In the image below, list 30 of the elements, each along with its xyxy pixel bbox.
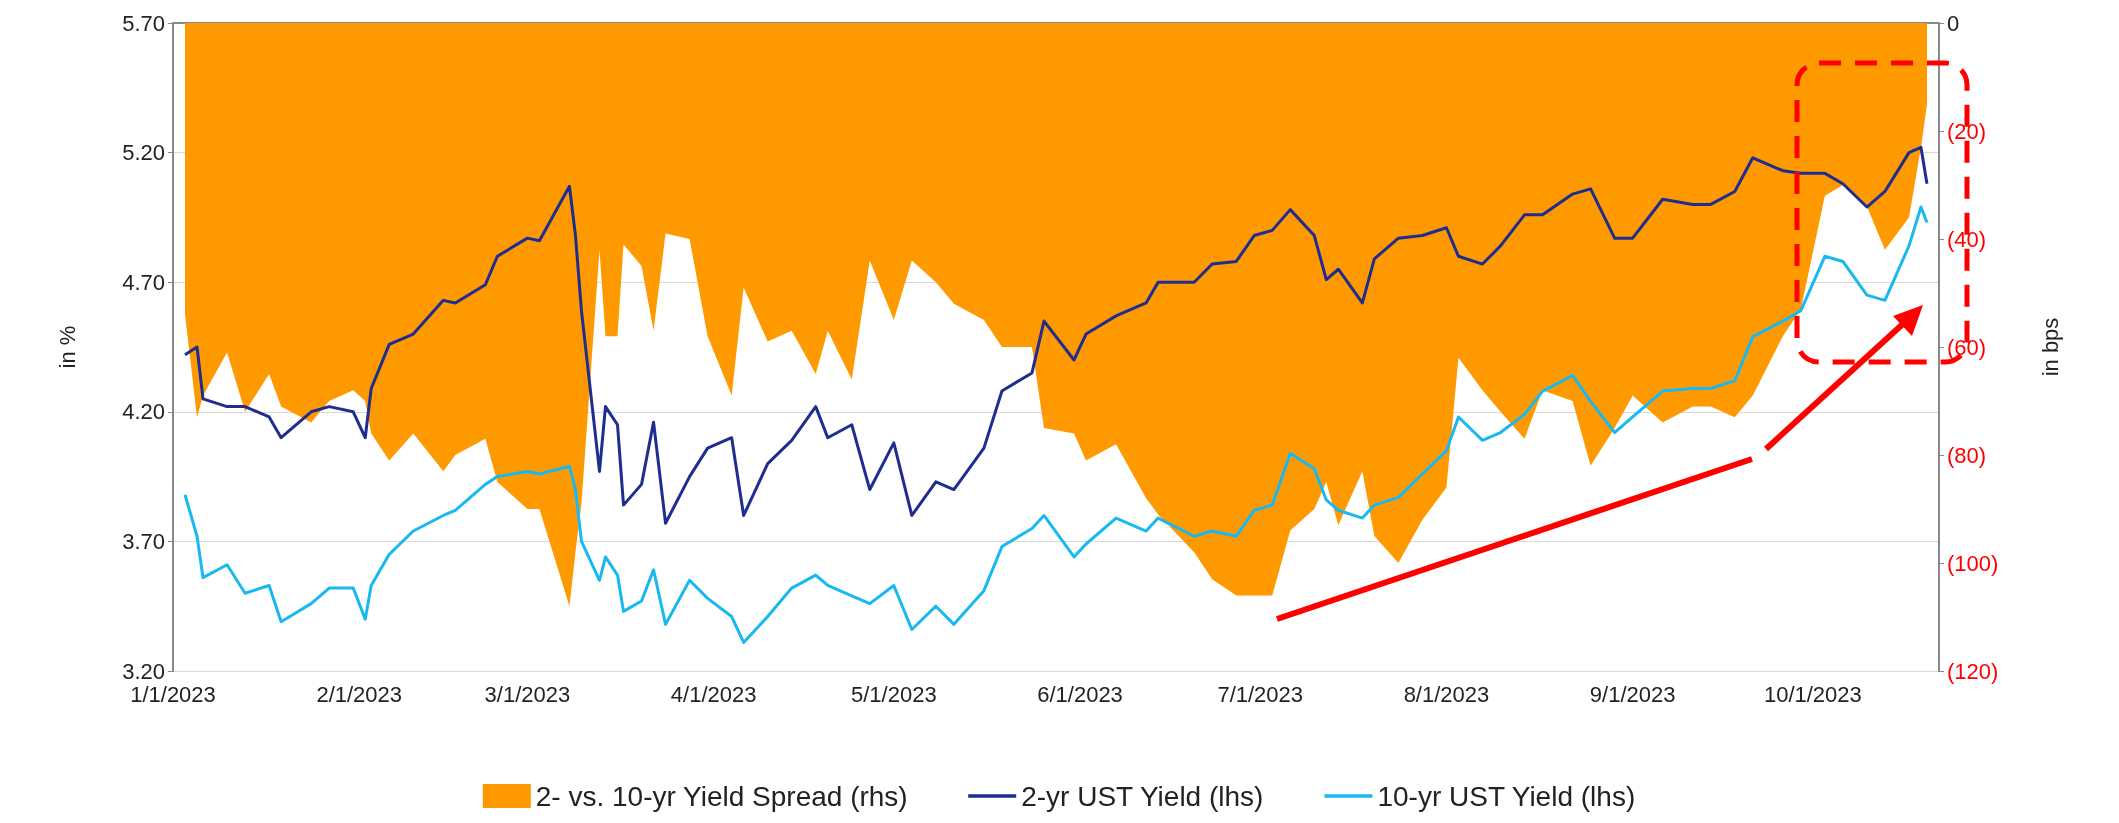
x-tick-label: 6/1/2023 [1037, 681, 1123, 707]
y2-tick-label: 0 [1947, 10, 1960, 36]
x-tick-label: 3/1/2023 [484, 681, 571, 707]
x-tick-label: 2/1/2023 [316, 681, 403, 707]
legend-label: 2- vs. 10-yr Yield Spread (rhs) [535, 780, 908, 812]
y-tick-label: 4.70 [122, 269, 165, 295]
line-series [183, 205, 1929, 644]
x-tick-label: 7/1/2023 [1217, 681, 1304, 707]
x-tick-label: 5/1/2023 [851, 681, 937, 707]
y2-tick-label: (100) [1947, 550, 1999, 576]
y2-tick-label: (20) [1947, 118, 1987, 144]
y2-tick-label: (80) [1947, 442, 1987, 468]
y2-axis-title: in bps [2037, 317, 2063, 377]
y-axis-title: in % [54, 325, 80, 369]
y2-tick-label: (120) [1947, 658, 1999, 684]
x-tick-label: 10/1/2023 [1763, 681, 1862, 707]
legend-label: 2-yr UST Yield (lhs) [1021, 780, 1264, 812]
x-tick-label: 4/1/2023 [670, 681, 757, 707]
x-tick-label: 1/1/2023 [130, 681, 216, 707]
legend-label: 10-yr UST Yield (lhs) [1377, 780, 1636, 812]
x-tick-label: 8/1/2023 [1403, 681, 1490, 707]
y-tick-label: 3.20 [122, 658, 165, 684]
y-tick-label: 3.70 [122, 528, 165, 554]
y2-tick-label: (60) [1947, 334, 1987, 360]
y-tick-label: 5.70 [122, 10, 165, 36]
y2-tick-label: (40) [1947, 226, 1987, 252]
y-tick-label: 5.20 [122, 140, 165, 166]
line-series [183, 145, 1929, 525]
y-tick-label: 4.20 [122, 399, 165, 425]
x-tick-label: 9/1/2023 [1589, 681, 1676, 707]
